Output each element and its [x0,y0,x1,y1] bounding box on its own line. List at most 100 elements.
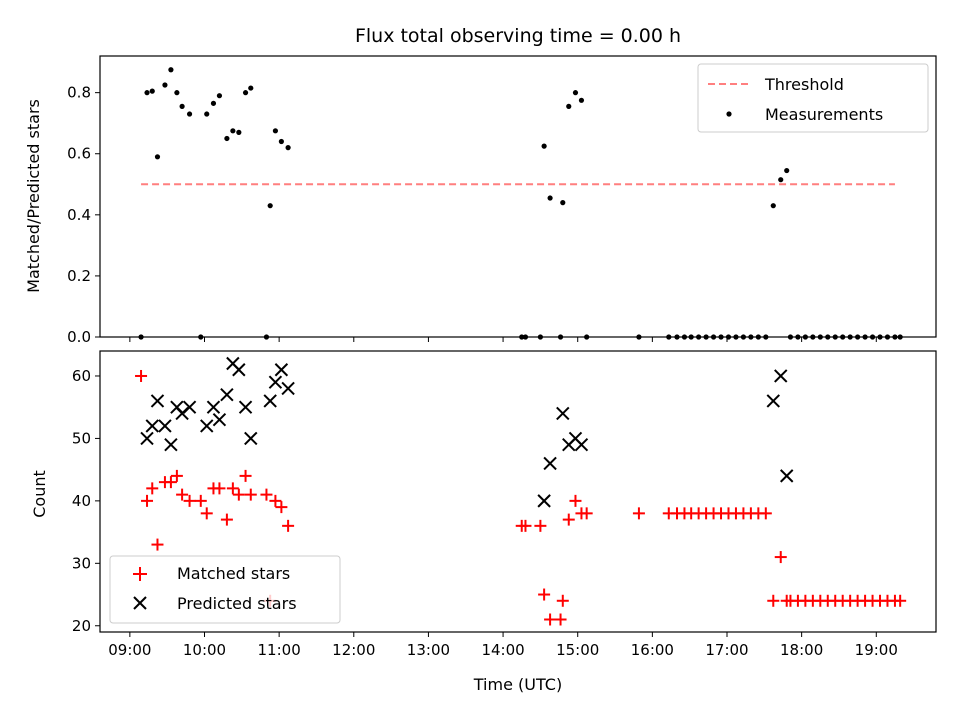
bottom-panel: 20 30 40 50 60 09:00 10:00 11:00 12:00 13:00 14:00… [30,350,937,694]
matched-star-point [183,494,196,507]
matched-star-point [534,519,547,532]
x-tick-label: 13:00 [407,641,450,659]
x-tick-label: 11:00 [258,641,301,659]
y-tick-label: 0.8 [67,84,91,102]
x-tick-label: 09:00 [108,641,151,659]
measurement-point [560,200,566,206]
measurement-point [224,135,230,142]
matched-star-point [146,482,159,495]
legend-matched-swatch [133,567,147,581]
measurement-point [149,88,155,94]
x-tick-label: 14:00 [481,641,524,659]
matched-star-point [767,594,780,607]
predicted-star-point [244,431,258,446]
bottom-panel-marks [135,356,907,626]
matched-star-point [759,507,772,520]
matched-star-point [135,369,148,382]
predicted-star-point [574,437,589,452]
y-tick-label: 0.0 [67,328,91,346]
top-panel: 0.00.20.40.60.8 Matched/Predicted stars … [24,55,937,346]
matched-star-point [554,613,567,626]
matched-star-point [275,501,288,514]
matched-star-point [200,507,213,520]
legend-threshold-label: Threshold [764,75,844,94]
measurement-point [210,100,217,106]
predicted-star-point [780,469,794,483]
legend-predicted-label: Predicted stars [177,594,297,613]
measurement-point [778,177,784,183]
predicted-star-point [556,406,570,421]
matched-star-point [239,469,252,482]
top-legend: Threshold Measurements [697,63,929,133]
measurement-point [242,90,249,96]
measurement-point [204,111,210,117]
matched-star-point [194,494,207,507]
measurement-point [272,128,279,134]
y-tick-label: 30 [72,554,91,572]
x-tick-label: 16:00 [631,641,674,659]
predicted-star-point [140,431,154,446]
legend-predicted-swatch [133,596,147,610]
measurement-point [154,154,161,160]
matched-star-point [894,594,907,607]
predicted-star-point [766,394,780,408]
predicted-star-point [232,363,246,377]
matched-star-point [569,494,582,507]
matched-star-point [141,494,154,507]
measurement-point [168,67,174,73]
legend-measurements-swatch [726,111,732,117]
measurement-point [278,138,284,145]
matched-star-point [544,613,557,626]
predicted-star-point [220,388,234,402]
matched-star-point [176,488,189,501]
matched-star-point [232,488,245,501]
top-panel-ticks: 0.0 0.2 0.4 0.6 0.8 [67,84,877,346]
measurement-point [162,82,168,88]
predicted-star-point [274,363,289,377]
predicted-star-point [263,394,277,408]
matched-star-point [170,469,183,482]
matched-star-point [164,476,177,489]
matched-star-point [282,519,295,532]
y-tick-label: 20 [72,617,91,635]
measurement-point [144,90,150,96]
matched-star-point [220,513,233,526]
predicted-star-point [543,456,557,471]
predicted-star-point [182,400,197,414]
matched-star-point [774,551,787,564]
x-tick-label: 10:00 [183,641,226,659]
measurement-point [186,111,193,117]
bottom-panel-frame [99,350,937,633]
bottom-panel-xlabel: Time (UTC) [473,675,562,694]
matched-star-point [244,488,257,501]
matched-star-point [580,507,593,520]
measurement-point [236,129,242,135]
x-tick-label: 15:00 [556,641,599,659]
predicted-star-point [164,437,178,452]
measurement-point [572,90,579,96]
measurement-point [566,103,572,109]
matched-star-point [269,494,282,507]
measurement-point [267,203,273,209]
measurement-point [174,90,180,96]
measurement-point [230,128,236,134]
legend-measurements-label: Measurements [765,105,883,124]
measurement-point [784,167,790,174]
bottom-legend-box [109,555,341,624]
matched-star-point [562,513,575,526]
y-tick-label: 40 [72,492,91,510]
matched-star-point [538,588,551,601]
matched-star-point [226,482,239,495]
bottom-legend: Matched stars Predicted stars [109,555,341,624]
top-panel-frame [99,55,937,338]
matched-star-point [556,594,569,607]
x-tick-label: 18:00 [780,641,823,659]
legend-matched-label: Matched stars [177,564,290,583]
y-tick-label: 0.2 [67,267,91,285]
y-tick-label: 50 [72,429,91,447]
predicted-star-point [281,381,295,396]
predicted-star-point [158,419,172,433]
predicted-star-point [537,494,551,508]
predicted-star-point [150,394,165,408]
